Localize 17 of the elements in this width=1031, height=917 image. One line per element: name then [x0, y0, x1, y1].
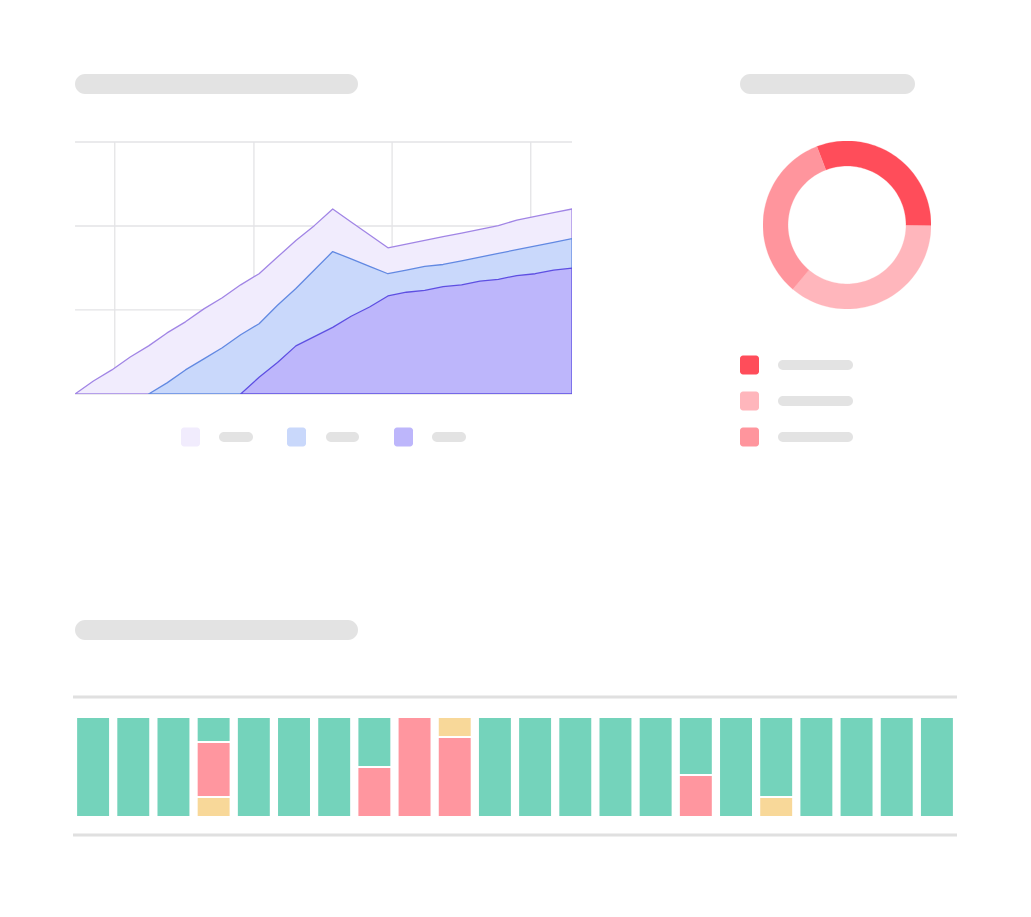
bar [75, 715, 112, 818]
bar [276, 715, 312, 818]
bar [115, 715, 152, 818]
bar [235, 715, 272, 818]
bar [838, 715, 875, 818]
bar [476, 715, 513, 818]
bar [637, 715, 674, 818]
bar [798, 715, 835, 818]
bar [396, 715, 433, 818]
bar [557, 715, 594, 818]
bar [718, 715, 754, 818]
bar [597, 715, 634, 818]
bar [316, 715, 353, 818]
bar [878, 715, 915, 818]
bar [155, 715, 192, 818]
bar [918, 715, 955, 818]
bar [517, 715, 554, 818]
